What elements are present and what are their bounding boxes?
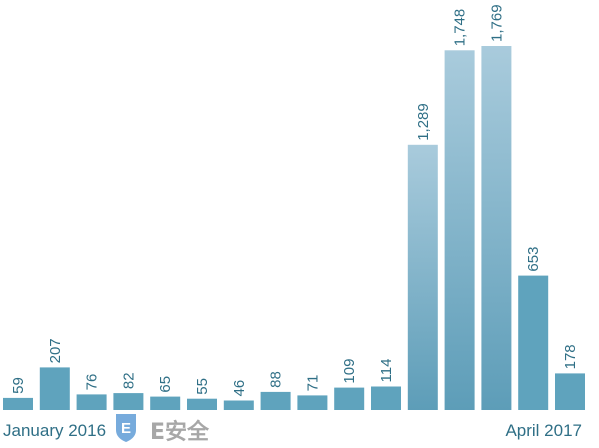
bar-value-label: 114 [378,359,395,383]
bar-value-label: 82 [120,372,137,389]
bar-value-label: 653 [525,247,542,272]
bar [77,394,107,410]
bar [3,398,33,410]
bar-value-label: 1,748 [452,9,469,47]
bar [40,367,70,410]
bar-value-label: 1,769 [488,4,505,42]
bar [334,388,364,410]
bar [261,392,291,410]
bar [408,145,438,410]
bar [113,393,143,410]
bar-value-label: 178 [562,344,579,369]
bars-group [3,46,585,410]
bar-value-label: 88 [268,371,285,388]
bar-value-label: 59 [10,377,27,394]
e-shield-logo-icon: E [116,414,136,442]
bar [297,395,327,410]
bar [481,46,511,410]
watermark: E E安全 [116,414,210,445]
x-axis-end-label: April 2017 [505,421,582,440]
bar-value-label: 109 [341,359,358,384]
bar [150,397,180,410]
bar [371,387,401,411]
bar [518,276,548,410]
bar-value-label: 55 [194,378,211,395]
bar-value-label: 46 [231,380,248,397]
watermark-text: E安全 [150,419,210,445]
bar-value-label: 71 [304,375,321,392]
bar [555,373,585,410]
x-axis-start-label: January 2016 [3,421,106,440]
svg-text:E: E [121,420,131,437]
bar [445,50,475,410]
bar-value-label: 207 [47,338,64,363]
bar [187,399,217,410]
bar [224,401,254,411]
bar-value-label: 76 [84,374,101,391]
bar-value-label: 65 [157,376,174,393]
bar-value-label: 1,289 [415,103,432,141]
